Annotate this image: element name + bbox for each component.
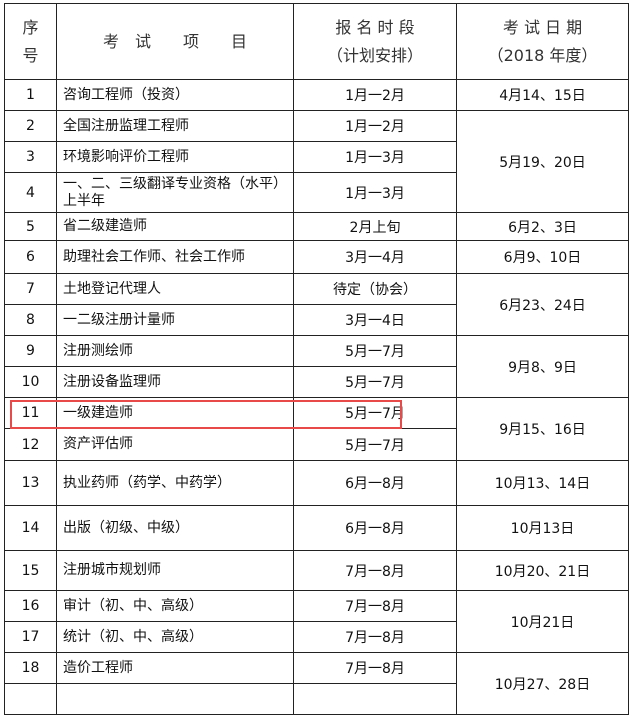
row-no: 15	[4, 550, 57, 591]
row-signup: 3月一4月	[293, 240, 457, 274]
row-no: 13	[4, 460, 57, 506]
row-date: 10月21日	[456, 590, 629, 653]
row-no: 9	[4, 335, 57, 367]
row-no: 6	[4, 240, 57, 274]
row-signup: 6月一8月	[293, 460, 457, 506]
row-item: 统计（初、中、高级）	[56, 621, 294, 653]
row-signup: 3月一4日	[293, 304, 457, 336]
table-row: 18 造价工程师 7月一8月 10月27、28日	[4, 652, 629, 715]
header-exam-date: 考 试 日 期 （2018 年度）	[456, 3, 629, 80]
row-item	[56, 683, 294, 715]
row-no: 2	[4, 110, 57, 142]
row-signup	[293, 683, 457, 715]
table-row: 9 注册测绘师 5月一7月 9月8、9日	[4, 335, 629, 398]
header-signup: 报 名 时 段 （计划安排）	[293, 3, 457, 80]
table-row: 2 全国注册监理工程师 1月一2月 5月19、20日	[4, 110, 629, 213]
header-date-1: 考 试 日 期	[502, 17, 583, 37]
row-date: 10月20、21日	[456, 550, 629, 591]
row-item: 出版（初级、中级）	[56, 505, 294, 551]
row-signup: 1月一3月	[293, 172, 457, 213]
header-row: 序号 考 试 项 目 报 名 时 段 （计划安排） 考 试 日 期 （2018 年度…	[4, 3, 629, 80]
row-item: 一二级注册计量师	[56, 304, 294, 336]
row-signup: 7月一8月	[293, 652, 457, 684]
row-signup: 5月一7月	[293, 335, 457, 367]
row-no: 4	[4, 172, 57, 213]
row-item: 全国注册监理工程师	[56, 110, 294, 142]
row-date: 9月8、9日	[456, 335, 629, 398]
row-date: 4月14、15日	[456, 79, 629, 111]
row-item: 一级建造师	[56, 397, 294, 429]
header-signup-1: 报 名 时 段	[335, 17, 415, 37]
table-row: 10 注册设备监理师 5月一7月	[4, 366, 629, 398]
row-item: 执业药师（药学、中药学）	[56, 460, 294, 506]
row-signup: 1月一3月	[293, 141, 457, 173]
row-date: 6月23、24日	[456, 273, 629, 336]
row-item: 土地登记代理人	[56, 273, 294, 305]
row-item: 一、二、三级翻译专业资格（水平）上半年	[56, 172, 294, 213]
row-item: 省二级建造师	[56, 212, 294, 241]
row-signup: 7月一8月	[293, 590, 457, 622]
table-row: 15 注册城市规划师 7月一8月 10月20、21日	[4, 550, 629, 591]
row-date: 10月27、28日	[456, 652, 629, 715]
row-date: 9月15、16日	[456, 397, 629, 461]
row-signup: 7月一8月	[293, 550, 457, 591]
row-signup: 6月一8月	[293, 505, 457, 551]
table-row: 13 执业药师（药学、中药学） 6月一8月 10月13、14日	[4, 460, 629, 506]
header-signup-2: （计划安排）	[326, 45, 423, 65]
row-signup: 1月一2月	[293, 79, 457, 111]
table-row: 7 土地登记代理人 待定（协会） 6月23、24日	[4, 273, 629, 336]
row-no: 1	[4, 79, 57, 111]
row-no: 17	[4, 621, 57, 653]
row-no: 11	[4, 397, 57, 429]
header-seq-2: 号	[22, 45, 39, 65]
row-no: 3	[4, 141, 57, 173]
row-signup: 待定（协会）	[293, 273, 457, 305]
row-date: 5月19、20日	[456, 110, 629, 213]
header-date-2: （2018 年度）	[487, 45, 598, 65]
row-no	[4, 683, 57, 715]
table-row: 12 资产评估师 5月一7月	[4, 428, 629, 461]
row-item: 注册测绘师	[56, 335, 294, 367]
exam-schedule-table: 序号 考 试 项 目 报 名 时 段 （计划安排） 考 试 日 期 （2018 年度…	[4, 3, 629, 715]
table-row: 14 出版（初级、中级） 6月一8月 10月13日	[4, 505, 629, 551]
table-row: 17 统计（初、中、高级） 7月一8月	[4, 621, 629, 653]
table-row-highlighted: 11 一级建造师 5月一7月 9月15、16日	[4, 397, 629, 461]
row-no: 16	[4, 590, 57, 622]
row-signup: 5月一7月	[293, 397, 457, 429]
row-item: 注册城市规划师	[56, 550, 294, 591]
row-no: 8	[4, 304, 57, 336]
row-signup: 2月上旬	[293, 212, 457, 241]
row-signup: 5月一7月	[293, 366, 457, 398]
row-item: 环境影响评价工程师	[56, 141, 294, 173]
table-row: 5 省二级建造师 2月上旬 6月2、3日	[4, 212, 629, 241]
row-no: 14	[4, 505, 57, 551]
table-row: 4 一、二、三级翻译专业资格（水平）上半年 1月一3月	[4, 172, 629, 213]
row-item: 助理社会工作师、社会工作师	[56, 240, 294, 274]
row-date: 6月2、3日	[456, 212, 629, 241]
header-seq-1: 序	[22, 17, 39, 37]
table-row: 3 环境影响评价工程师 1月一3月	[4, 141, 629, 173]
table-row: 1 咨询工程师（投资） 1月一2月 4月14、15日	[4, 79, 629, 111]
table-row: 8 一二级注册计量师 3月一4日	[4, 304, 629, 336]
table-row: 6 助理社会工作师、社会工作师 3月一4月 6月9、10日	[4, 240, 629, 274]
row-item: 资产评估师	[56, 428, 294, 461]
row-date: 6月9、10日	[456, 240, 629, 274]
row-signup: 1月一2月	[293, 110, 457, 142]
row-no: 5	[4, 212, 57, 241]
row-item: 造价工程师	[56, 652, 294, 684]
row-signup: 7月一8月	[293, 621, 457, 653]
row-no: 12	[4, 428, 57, 461]
row-item: 审计（初、中、高级）	[56, 590, 294, 622]
table-row: 16 审计（初、中、高级） 7月一8月 10月21日	[4, 590, 629, 653]
row-item: 注册设备监理师	[56, 366, 294, 398]
row-no: 7	[4, 273, 57, 305]
header-item: 考 试 项 目	[56, 3, 294, 80]
row-signup: 5月一7月	[293, 428, 457, 461]
row-date: 10月13、14日	[456, 460, 629, 506]
header-seq: 序号	[4, 3, 57, 80]
row-date: 10月13日	[456, 505, 629, 551]
row-item: 咨询工程师（投资）	[56, 79, 294, 111]
row-no: 18	[4, 652, 57, 684]
row-no: 10	[4, 366, 57, 398]
